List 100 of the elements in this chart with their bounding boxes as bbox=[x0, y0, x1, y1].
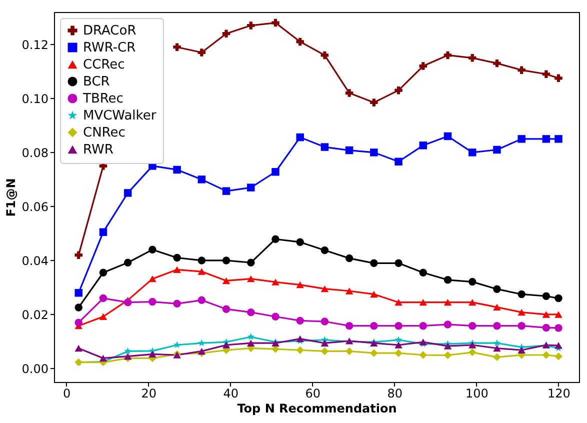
point bbox=[370, 98, 378, 106]
point bbox=[370, 322, 378, 330]
point bbox=[320, 347, 329, 356]
point bbox=[148, 298, 156, 306]
x-tick-label: 120 bbox=[548, 386, 570, 400]
point bbox=[296, 133, 304, 142]
point bbox=[493, 59, 501, 68]
point bbox=[320, 340, 329, 346]
point bbox=[345, 288, 354, 294]
point bbox=[272, 18, 280, 27]
point bbox=[296, 38, 304, 46]
point bbox=[124, 189, 132, 197]
point bbox=[518, 290, 526, 298]
point bbox=[394, 158, 402, 166]
point bbox=[173, 166, 181, 174]
point bbox=[554, 135, 562, 143]
point bbox=[370, 259, 378, 268]
point bbox=[222, 30, 230, 38]
point bbox=[148, 246, 156, 254]
point bbox=[320, 246, 329, 254]
point bbox=[74, 304, 82, 312]
point bbox=[247, 22, 255, 30]
point bbox=[419, 268, 428, 276]
point bbox=[493, 285, 501, 293]
y-axis-title: F1@N bbox=[4, 178, 18, 217]
point bbox=[173, 43, 181, 51]
point bbox=[320, 51, 329, 60]
point bbox=[542, 311, 550, 318]
point bbox=[468, 298, 476, 306]
point bbox=[518, 322, 526, 330]
point bbox=[444, 51, 452, 60]
point bbox=[173, 266, 181, 274]
point bbox=[173, 254, 181, 262]
point bbox=[99, 313, 108, 320]
point bbox=[554, 294, 562, 302]
point bbox=[148, 275, 156, 282]
y-tick-label: 0.02 bbox=[22, 308, 48, 322]
point bbox=[370, 349, 378, 357]
point bbox=[554, 342, 562, 349]
point bbox=[272, 235, 280, 243]
point bbox=[493, 344, 501, 352]
point bbox=[419, 322, 428, 330]
point bbox=[148, 350, 156, 358]
legend-label: DRACoR bbox=[83, 24, 136, 38]
point bbox=[394, 259, 402, 268]
point bbox=[394, 342, 402, 348]
point bbox=[419, 351, 428, 359]
point bbox=[444, 298, 452, 306]
point bbox=[247, 184, 255, 192]
legend-label: RWR bbox=[83, 142, 114, 158]
y-tick-label: 0.12 bbox=[22, 38, 48, 52]
point bbox=[468, 54, 476, 62]
point bbox=[272, 168, 280, 176]
point bbox=[222, 187, 230, 195]
point bbox=[296, 281, 304, 288]
point bbox=[345, 254, 354, 262]
point bbox=[247, 275, 255, 282]
point bbox=[419, 298, 428, 306]
point bbox=[222, 305, 230, 313]
point bbox=[554, 74, 562, 82]
point bbox=[74, 344, 82, 352]
point bbox=[394, 349, 402, 357]
point bbox=[198, 48, 206, 56]
point bbox=[554, 324, 562, 332]
point bbox=[518, 66, 526, 74]
legend-label: CCRec bbox=[83, 58, 125, 72]
point bbox=[468, 348, 476, 356]
point bbox=[370, 290, 378, 298]
point bbox=[222, 256, 230, 264]
point bbox=[468, 278, 476, 286]
point bbox=[74, 289, 82, 297]
point bbox=[394, 86, 402, 94]
legend-label: TBRec bbox=[82, 92, 124, 106]
point bbox=[518, 308, 526, 316]
y-tick-label: 0.10 bbox=[22, 92, 48, 106]
point bbox=[198, 339, 206, 346]
point bbox=[296, 346, 304, 354]
point bbox=[247, 340, 255, 346]
point bbox=[124, 347, 132, 354]
point bbox=[493, 353, 501, 362]
point bbox=[444, 276, 452, 284]
point bbox=[394, 298, 402, 306]
point bbox=[247, 258, 255, 266]
point bbox=[419, 62, 428, 70]
point bbox=[518, 135, 526, 143]
x-tick-label: 60 bbox=[305, 386, 321, 400]
x-tick-label: 20 bbox=[141, 386, 156, 400]
point bbox=[247, 308, 255, 316]
point bbox=[419, 142, 428, 150]
y-tick-label: 0.04 bbox=[22, 254, 48, 268]
point bbox=[272, 278, 280, 286]
point bbox=[542, 70, 550, 78]
x-tick-label: 100 bbox=[466, 386, 488, 400]
point bbox=[468, 342, 476, 348]
point bbox=[542, 351, 550, 359]
x-tick-label: 0 bbox=[62, 386, 71, 400]
point bbox=[320, 285, 329, 292]
point bbox=[198, 296, 206, 304]
point bbox=[542, 135, 550, 143]
point bbox=[345, 146, 354, 154]
